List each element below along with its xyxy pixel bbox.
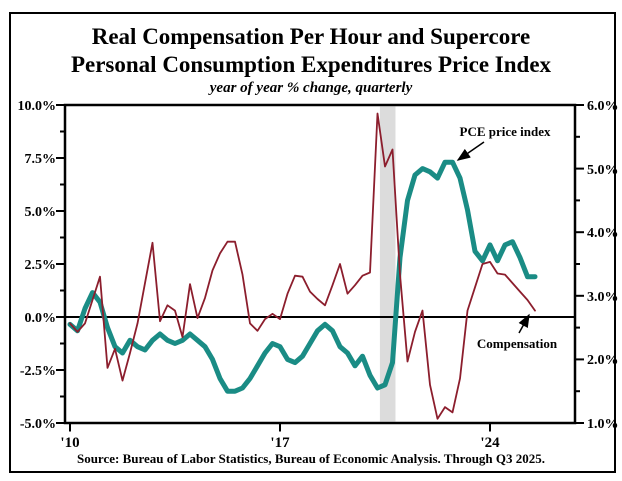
compensation-series-label: Compensation bbox=[477, 336, 558, 351]
source-note: Source: Bureau of Labor Statistics, Bure… bbox=[77, 451, 545, 466]
left-axis-tick-label: 0.0% bbox=[25, 311, 57, 326]
compensation-line bbox=[69, 112, 536, 420]
pce-line bbox=[67, 159, 538, 394]
left-axis-tick-label: -5.0% bbox=[20, 417, 56, 432]
right-axis-tick-label: 2.0% bbox=[587, 353, 619, 368]
compensation-label-arrow bbox=[518, 313, 530, 334]
x-axis-tick-label: '10 bbox=[60, 435, 79, 451]
left-axis-tick-label: 7.5% bbox=[25, 152, 57, 167]
axis-ticks bbox=[56, 104, 584, 432]
left-axis-tick-label: 5.0% bbox=[25, 205, 57, 220]
pce-series-label: PCE price index bbox=[460, 124, 551, 139]
x-axis-tick-label: '17 bbox=[270, 435, 290, 451]
chart-subtitle: year of year % change, quarterly bbox=[208, 80, 413, 96]
right-axis-tick-label: 6.0% bbox=[587, 99, 619, 114]
left-axis-tick-label: 2.5% bbox=[25, 258, 57, 273]
plot-area-border bbox=[63, 103, 577, 425]
pce-label-arrow bbox=[456, 141, 485, 161]
x-axis-tick-label: '24 bbox=[480, 435, 500, 451]
chart-title-line-1: Real Compensation Per Hour and Supercore bbox=[92, 24, 531, 49]
right-axis-tick-label: 1.0% bbox=[587, 417, 619, 432]
right-axis-tick-label: 4.0% bbox=[587, 226, 619, 241]
right-axis-tick-label: 5.0% bbox=[587, 163, 619, 178]
chart-title-line-2: Personal Consumption Expenditures Price … bbox=[71, 52, 552, 77]
left-axis-tick-label: 10.0% bbox=[18, 99, 57, 114]
left-axis-tick-label: -2.5% bbox=[20, 364, 56, 379]
right-axis-tick-label: 3.0% bbox=[587, 290, 619, 305]
